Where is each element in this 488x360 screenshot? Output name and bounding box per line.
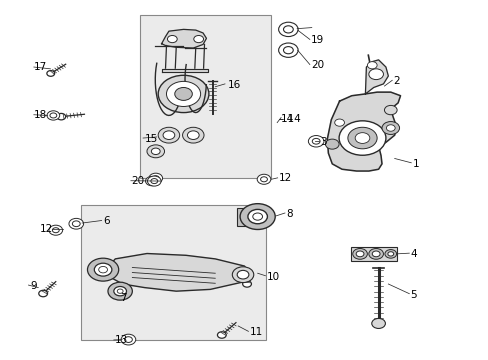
Polygon shape [105, 253, 249, 291]
Circle shape [72, 221, 80, 226]
Circle shape [252, 213, 262, 220]
Text: 2: 2 [392, 76, 399, 86]
Circle shape [147, 145, 164, 158]
Text: 20: 20 [310, 60, 323, 70]
Text: 14: 14 [281, 114, 294, 124]
Circle shape [354, 133, 369, 143]
Text: 11: 11 [249, 327, 262, 337]
Text: 15: 15 [144, 134, 158, 144]
Text: 5: 5 [409, 290, 416, 300]
Circle shape [47, 71, 55, 76]
Circle shape [124, 337, 132, 342]
Circle shape [151, 148, 160, 154]
Text: 4: 4 [409, 248, 416, 258]
Bar [237, 208, 257, 226]
Circle shape [347, 127, 376, 149]
Circle shape [247, 210, 267, 224]
Circle shape [387, 252, 393, 256]
Circle shape [151, 179, 158, 184]
Polygon shape [327, 92, 400, 171]
Circle shape [368, 248, 383, 259]
Text: 7: 7 [120, 293, 126, 303]
Circle shape [166, 81, 200, 107]
Text: 16: 16 [227, 80, 240, 90]
Text: 6: 6 [103, 216, 109, 226]
Circle shape [39, 290, 47, 297]
Circle shape [371, 251, 379, 257]
Circle shape [355, 251, 363, 257]
Text: 3: 3 [320, 138, 326, 147]
Circle shape [257, 174, 270, 184]
Circle shape [69, 219, 83, 229]
Circle shape [232, 267, 253, 283]
Circle shape [158, 127, 179, 143]
Text: – 14: – 14 [278, 114, 300, 124]
Circle shape [237, 270, 248, 279]
Circle shape [334, 119, 344, 126]
Circle shape [108, 282, 132, 300]
Circle shape [147, 176, 161, 186]
Circle shape [278, 22, 298, 37]
Circle shape [384, 105, 396, 115]
Circle shape [94, 263, 112, 276]
Text: 9: 9 [30, 281, 37, 291]
Circle shape [114, 287, 126, 296]
Circle shape [149, 173, 162, 183]
Circle shape [368, 69, 383, 80]
Circle shape [278, 43, 298, 57]
Circle shape [386, 125, 394, 131]
Circle shape [152, 176, 159, 181]
Circle shape [163, 131, 174, 139]
Circle shape [366, 62, 376, 69]
Text: 12: 12 [40, 224, 53, 234]
Circle shape [384, 249, 396, 258]
Bar [140, 15, 271, 178]
Circle shape [121, 334, 136, 345]
Text: 13: 13 [115, 335, 128, 345]
Text: 19: 19 [310, 35, 324, 45]
Circle shape [145, 176, 158, 186]
Circle shape [167, 36, 177, 42]
Circle shape [49, 225, 62, 235]
Circle shape [325, 139, 338, 149]
Circle shape [308, 135, 324, 147]
Circle shape [57, 113, 65, 120]
Bar [350, 247, 396, 261]
Circle shape [352, 248, 366, 259]
Circle shape [312, 138, 320, 144]
Circle shape [371, 319, 385, 328]
Circle shape [174, 87, 192, 100]
Circle shape [158, 75, 208, 113]
Text: 10: 10 [266, 272, 279, 282]
Circle shape [182, 127, 203, 143]
Circle shape [52, 228, 59, 233]
Bar [81, 205, 266, 339]
Circle shape [283, 46, 293, 54]
Circle shape [117, 289, 123, 293]
Circle shape [217, 332, 226, 338]
Circle shape [240, 204, 275, 229]
Text: 12: 12 [278, 173, 291, 183]
Circle shape [381, 122, 399, 134]
Text: 8: 8 [285, 209, 292, 219]
Circle shape [149, 179, 155, 183]
Circle shape [50, 113, 57, 118]
Text: 18: 18 [34, 111, 47, 121]
Circle shape [283, 26, 293, 33]
Text: 17: 17 [34, 62, 47, 72]
Text: 1: 1 [412, 159, 419, 169]
Circle shape [338, 121, 385, 155]
Circle shape [187, 131, 199, 139]
Polygon shape [161, 30, 206, 48]
Circle shape [87, 258, 119, 281]
Text: 20: 20 [131, 176, 144, 186]
Circle shape [47, 111, 60, 120]
Circle shape [99, 266, 107, 273]
Polygon shape [161, 69, 207, 72]
Circle shape [242, 281, 251, 287]
Polygon shape [365, 60, 387, 94]
Circle shape [260, 177, 267, 182]
Circle shape [193, 36, 203, 42]
